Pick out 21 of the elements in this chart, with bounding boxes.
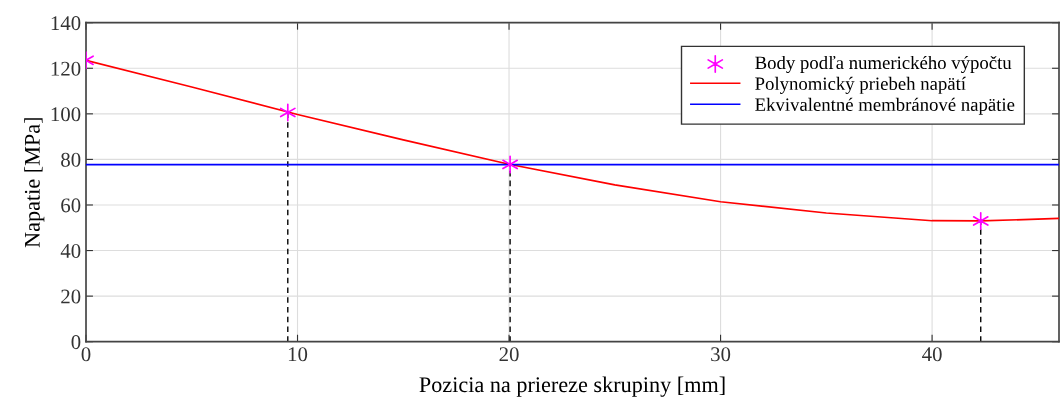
point bbox=[502, 155, 519, 174]
point bbox=[279, 103, 296, 122]
y-tick-label: 60 bbox=[61, 198, 81, 213]
x-tick-label: 20 bbox=[499, 347, 519, 362]
legend-label: Body podľa numerického výpočtu bbox=[755, 55, 1012, 73]
y-tick-label: 0 bbox=[71, 335, 81, 350]
y-tick-label: 20 bbox=[61, 289, 81, 304]
x-tick-label: 0 bbox=[81, 347, 91, 362]
y-axis-title: Napatie [MPa] bbox=[24, 118, 45, 248]
legend-label: Polynomický priebeh napätí bbox=[755, 76, 966, 94]
x-tick-label: 10 bbox=[288, 347, 308, 362]
y-tick-label: 40 bbox=[60, 243, 81, 258]
x-tick-label: 40 bbox=[922, 347, 942, 362]
x-axis-title: Pozicia na priereze skrupiny [mm] bbox=[419, 376, 725, 397]
y-tick-label: 80 bbox=[61, 152, 81, 167]
legend-label: Ekvivalentné membránové napätie bbox=[755, 97, 1015, 115]
point bbox=[972, 211, 989, 230]
y-tick-label: 120 bbox=[51, 61, 81, 76]
x-tick-label: 30 bbox=[711, 347, 731, 362]
y-tick-label: 140 bbox=[51, 16, 81, 31]
y-tick-label: 100 bbox=[51, 107, 81, 122]
